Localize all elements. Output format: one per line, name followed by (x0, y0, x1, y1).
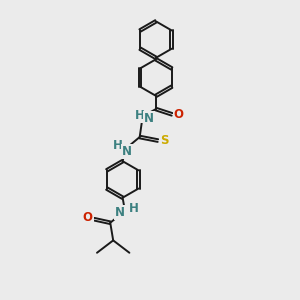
Text: H: H (129, 202, 139, 214)
Text: S: S (160, 134, 169, 147)
Text: H: H (113, 140, 123, 152)
Text: N: N (122, 145, 132, 158)
Text: N: N (115, 206, 125, 219)
Text: N: N (144, 112, 154, 125)
Text: O: O (82, 211, 93, 224)
Text: H: H (135, 109, 145, 122)
Text: O: O (174, 108, 184, 121)
